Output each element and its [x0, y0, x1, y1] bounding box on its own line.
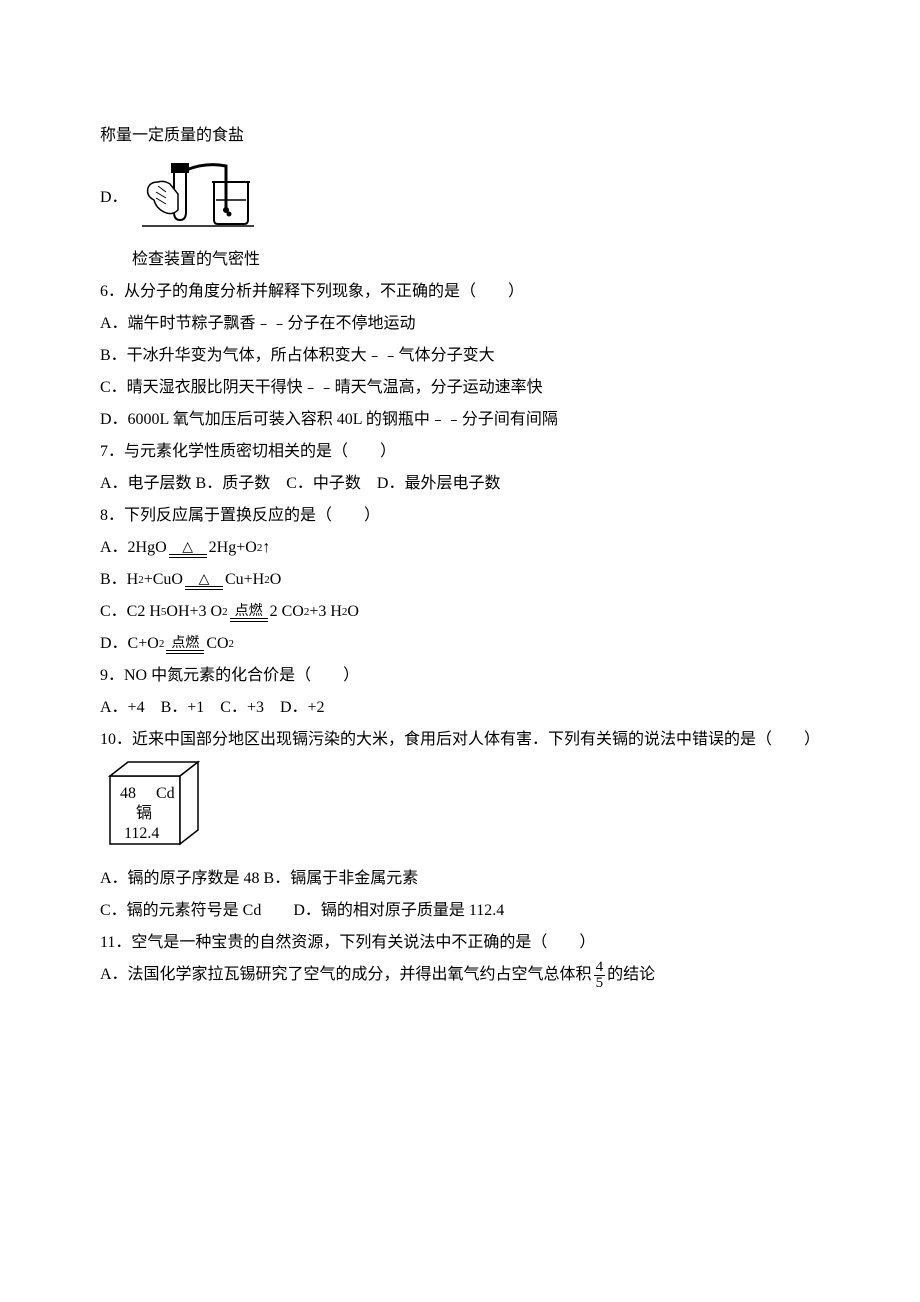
q8d-pre: D．C+O [100, 628, 159, 660]
q11-option-a: A．法国化学家拉瓦锡研究了空气的成分，并得出氧气约占空气总体积45的结论 [100, 959, 820, 991]
condition-triangle: △ [199, 571, 210, 585]
cube-sym: Cd [156, 785, 175, 802]
intro-text: 称量一定质量的食盐 [100, 120, 820, 152]
reaction-arrow: 点燃 [230, 603, 268, 622]
q10-options-cd: C．镉的元素符号是 Cd D．镉的相对原子质量是 112.4 [100, 895, 820, 927]
q8c-mid2: +3 H [309, 596, 342, 628]
fraction: 45 [594, 960, 606, 991]
q8d-post: CO [206, 628, 228, 660]
apparatus-figure [136, 152, 256, 244]
q10-stem: 10．近来中国部分地区出现镉污染的大米，食用后对人体有害．下列有关镉的说法中错误… [100, 724, 820, 756]
cube-name: 镉 [136, 804, 152, 822]
q8b-mid: +CuO [144, 564, 183, 596]
q8a-tail: ↑ [262, 532, 270, 564]
q8-option-a: A．2HgO △ 2Hg+O2↑ [100, 532, 820, 564]
sub: 2 [229, 633, 235, 655]
q6-option-d: D．6000L 氧气加压后可装入容积 40L 的钢瓶中﹣﹣分子间有间隔 [100, 404, 820, 436]
condition-ignite: 点燃 [171, 635, 199, 649]
cube-num: 48 [120, 785, 136, 802]
q8b-post: Cu+H [225, 564, 264, 596]
q5-option-d: D． [100, 152, 820, 244]
reaction-arrow: △ [169, 539, 207, 558]
q6-stem: 6．从分子的角度分析并解释下列现象，不正确的是（ ） [100, 276, 820, 308]
condition-triangle: △ [182, 539, 193, 553]
q8b-tail: O [270, 564, 282, 596]
q8a-pre: A．2HgO [100, 532, 167, 564]
q7-stem: 7．与元素化学性质密切相关的是（ ） [100, 436, 820, 468]
q11a-post: 的结论 [607, 966, 655, 983]
cube-mass: 112.4 [124, 825, 159, 842]
sub: 2 [222, 601, 228, 623]
condition-ignite: 点燃 [235, 603, 263, 617]
reaction-arrow: 点燃 [166, 635, 204, 654]
q8b-pre: B．H [100, 564, 138, 596]
q8c-pre: C．C2 H [100, 596, 161, 628]
option-d-label: D． [100, 182, 128, 214]
q10-options-ab: A．镉的原子序数是 48 B．镉属于非金属元素 [100, 863, 820, 895]
q8-stem: 8．下列反应属于置换反应的是（ ） [100, 500, 820, 532]
q6-option-a: A．端午时节粽子飘香﹣﹣分子在不停地运动 [100, 308, 820, 340]
q7-options: A．电子层数 B．质子数 C．中子数 D．最外层电子数 [100, 468, 820, 500]
q9-stem: 9．NO 中氮元素的化合价是（ ） [100, 660, 820, 692]
q11-stem: 11．空气是一种宝贵的自然资源，下列有关说法中不正确的是（ ） [100, 927, 820, 959]
q8a-post: 2Hg+O [209, 532, 257, 564]
q8c-mid1: OH+3 O [166, 596, 222, 628]
q8-option-d: D．C+O2 点燃 CO2 [100, 628, 820, 660]
sub: 2 [159, 633, 165, 655]
q11a-pre: A．法国化学家拉瓦锡研究了空气的成分，并得出氧气约占空气总体积 [100, 966, 592, 983]
q8-option-c: C．C2 H5OH+3 O2 点燃 2 CO2+3 H2O [100, 596, 820, 628]
fraction-num: 4 [594, 960, 606, 976]
q8c-post: 2 CO [270, 596, 304, 628]
q8-option-b: B．H2+CuO △ Cu+H2O [100, 564, 820, 596]
q8c-tail: O [347, 596, 359, 628]
element-cube-figure: 48 Cd 镉 112.4 [100, 756, 210, 863]
fraction-den: 5 [594, 976, 606, 991]
q6-option-b: B．干冰升华变为气体，所占体积变大﹣﹣气体分子变大 [100, 340, 820, 372]
option-d-caption: 检查装置的气密性 [132, 244, 820, 276]
q9-options: A．+4 B．+1 C．+3 D．+2 [100, 692, 820, 724]
reaction-arrow: △ [185, 571, 223, 590]
q6-option-c: C．晴天湿衣服比阴天干得快﹣﹣晴天气温高，分子运动速率快 [100, 372, 820, 404]
